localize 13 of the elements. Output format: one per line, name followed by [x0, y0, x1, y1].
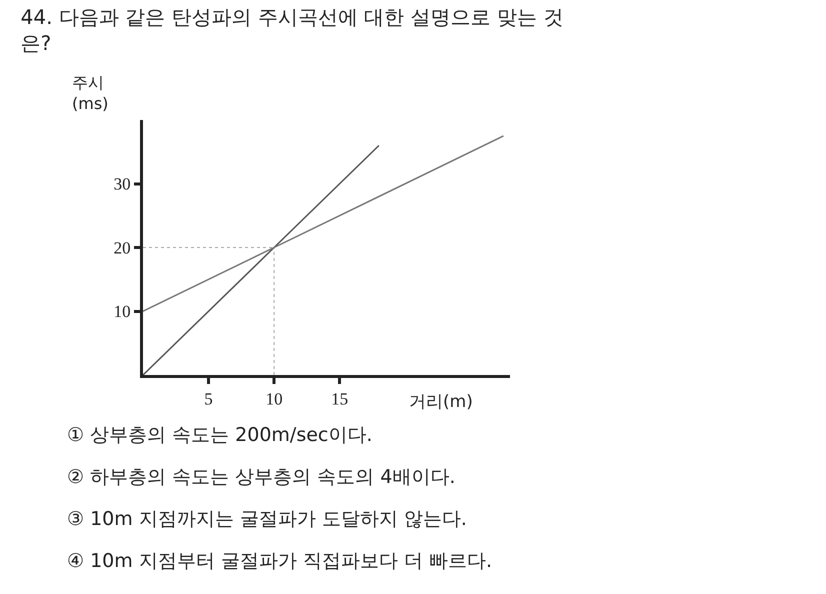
- x-tick-label: 10: [266, 389, 283, 408]
- x-tick-label: 5: [204, 389, 213, 408]
- y-tick-label: 20: [114, 238, 131, 258]
- text: ③ 10m 지점까지는 굴절파가 도달하지 않는다.: [67, 508, 467, 530]
- y-tick-label: 30: [114, 174, 131, 194]
- text: ② 하부층의 속도는 상부층의 속도의 4배이다.: [67, 466, 456, 488]
- y-tick-label: 10: [114, 302, 131, 322]
- x-tick-label: 15: [331, 389, 348, 408]
- chart-title: 44. 다음과 같은 탄성파의 주시곡선에 대한 설명으로 맞는 것 은?: [20, 5, 564, 55]
- text: ④ 10m 지점부터 굴절파가 직접파보다 더 빠르다.: [67, 550, 492, 572]
- x-axis-title: 거리(m): [409, 392, 473, 412]
- text: ① 상부층의 속도는 200m/sec이다.: [67, 424, 372, 446]
- y-axis-title: 주시 (ms): [72, 73, 108, 113]
